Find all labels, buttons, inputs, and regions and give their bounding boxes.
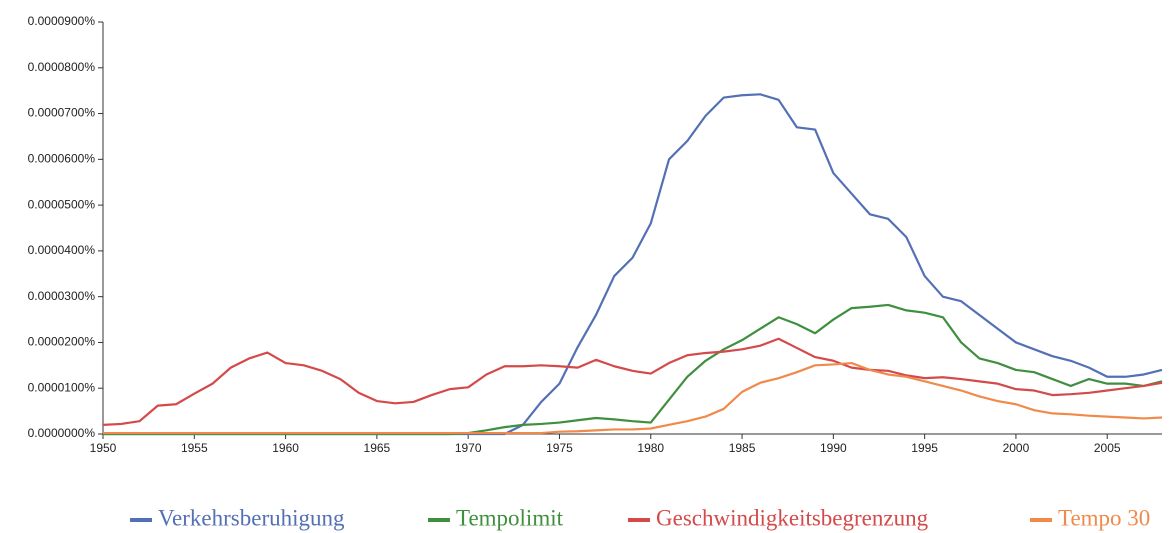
- y-tick-label: 0.0000200%: [28, 335, 96, 349]
- series-line: [103, 303, 1163, 436]
- x-tick-label: 1970: [455, 441, 482, 455]
- legend-label: Tempo 30: [1058, 505, 1150, 530]
- x-tick-label: 1985: [729, 441, 756, 455]
- x-tick-label: 1960: [272, 441, 299, 455]
- x-tick-label: 1995: [911, 441, 938, 455]
- series-line: [103, 361, 1163, 435]
- x-tick-label: 2005: [1094, 441, 1121, 455]
- y-tick-label: 0.0000000%: [28, 426, 96, 440]
- x-tick-label: 1955: [181, 441, 208, 455]
- y-tick-label: 0.0000800%: [28, 60, 96, 74]
- x-tick-label: 1975: [546, 441, 573, 455]
- y-tick-label: 0.0000500%: [28, 197, 96, 211]
- legend-label: Verkehrsberuhigung: [158, 505, 345, 530]
- y-tick-label: 0.0000100%: [28, 380, 96, 394]
- y-tick-label: 0.0000300%: [28, 289, 96, 303]
- x-tick-label: 1980: [637, 441, 664, 455]
- series-line: [103, 93, 1163, 436]
- legend-label: Tempolimit: [456, 505, 564, 530]
- y-tick-label: 0.0000600%: [28, 152, 96, 166]
- x-tick-label: 2000: [1003, 441, 1030, 455]
- y-tick-label: 0.0000400%: [28, 243, 96, 257]
- x-tick-label: 1990: [820, 441, 847, 455]
- x-tick-label: 1950: [90, 441, 117, 455]
- series-line: [102, 337, 1163, 426]
- legend-label: Geschwindigkeitsbegrenzung: [656, 505, 929, 530]
- y-tick-label: 0.0000700%: [28, 106, 96, 120]
- y-tick-label: 0.0000900%: [28, 14, 96, 28]
- x-tick-label: 1965: [364, 441, 391, 455]
